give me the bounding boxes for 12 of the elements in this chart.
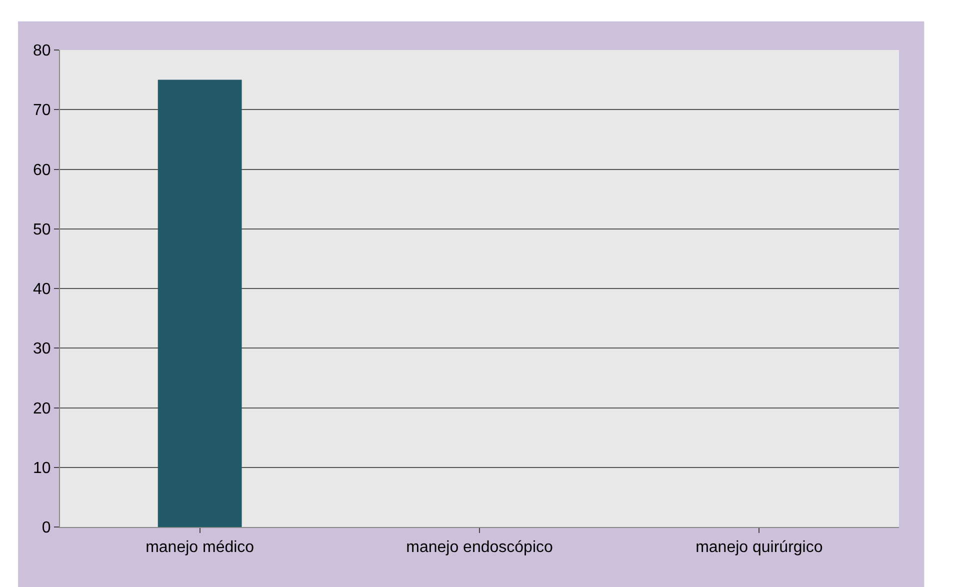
y-tick-label: 60 <box>33 162 51 179</box>
y-tick-label: 0 <box>42 520 51 537</box>
y-tick-label: 20 <box>33 400 51 418</box>
y-tick-label: 10 <box>33 460 51 477</box>
y-tick-label: 70 <box>33 102 51 120</box>
y-tick-label: 50 <box>33 221 51 238</box>
x-tick-label: manejo endoscópico <box>406 539 553 556</box>
x-tick-label: manejo médico <box>146 539 254 556</box>
y-tick-label: 30 <box>33 340 51 358</box>
y-tick-label: 40 <box>33 281 51 298</box>
y-tick-label: 80 <box>33 42 51 60</box>
x-tick-label: manejo quirúrgico <box>696 539 823 556</box>
